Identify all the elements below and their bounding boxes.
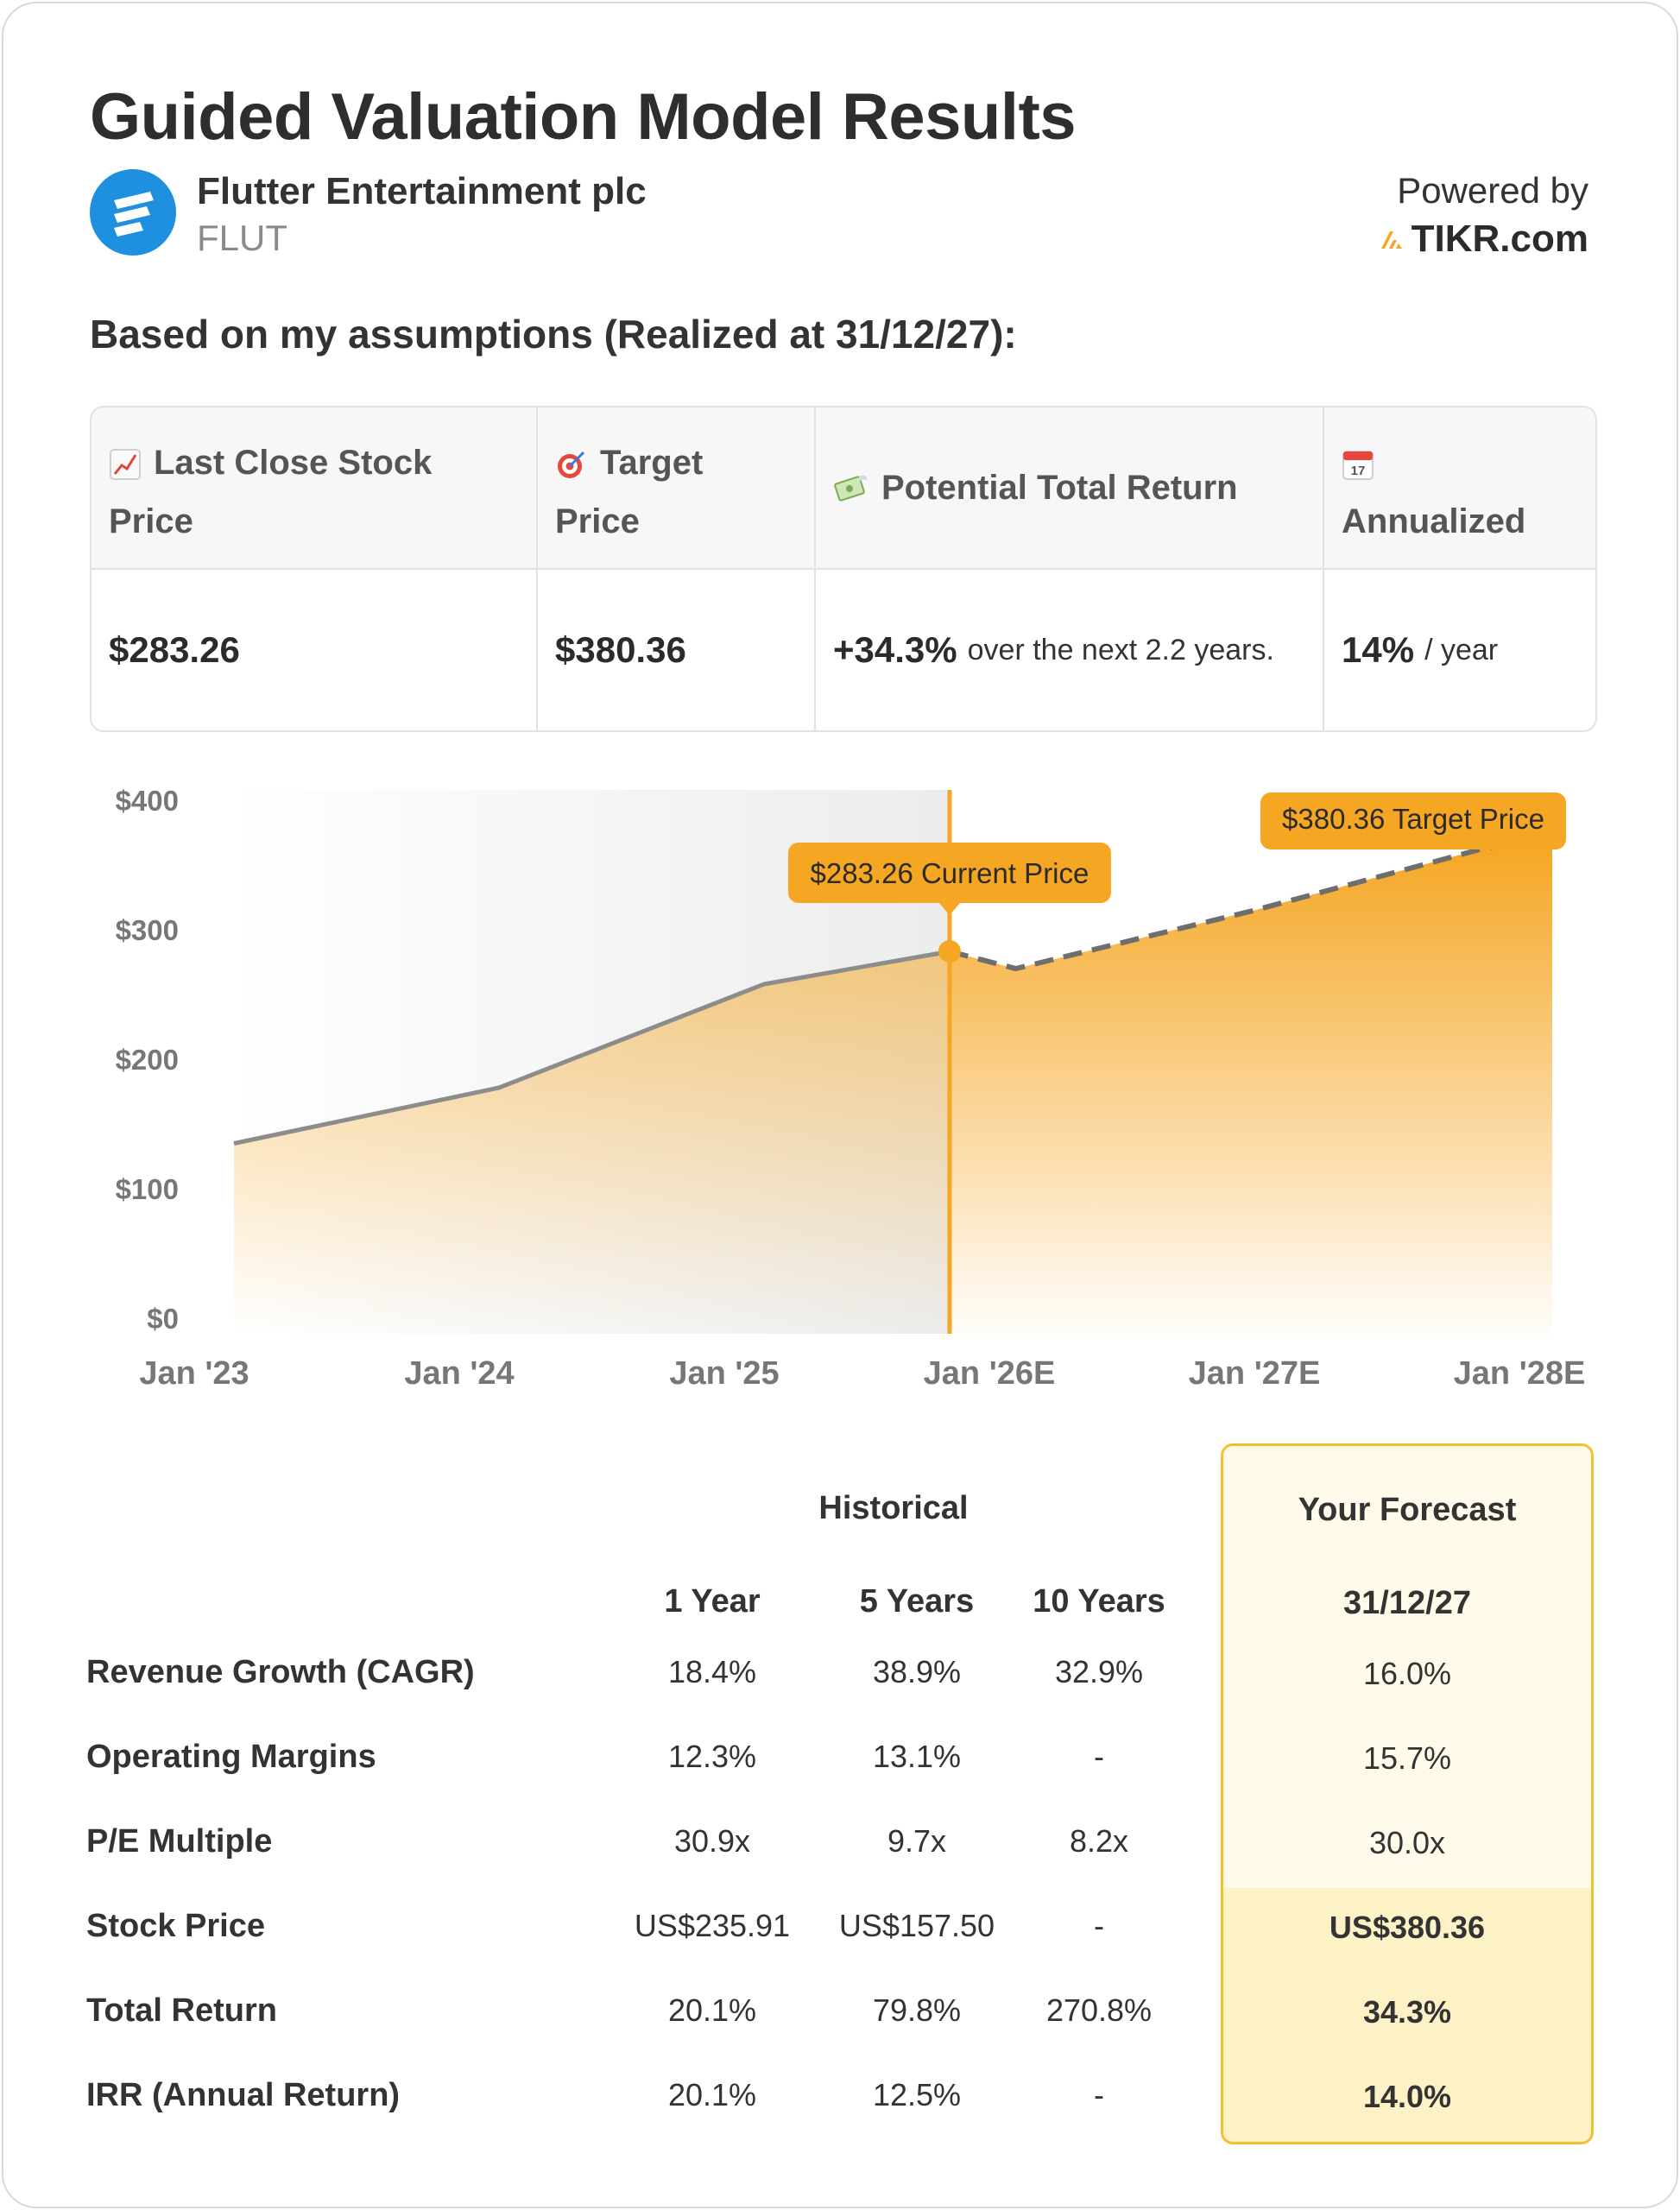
powered-by-label: Powered by xyxy=(1397,170,1588,211)
target-icon xyxy=(558,451,585,479)
last-close-value: $283.26 xyxy=(109,629,240,670)
table-cell: 38.9% xyxy=(872,1654,962,1689)
forecast-header: Your Forecast xyxy=(1298,1492,1517,1528)
assumptions-subtitle: Based on my assumptions (Realized at 31/… xyxy=(90,312,1017,357)
table-cell: US$235.91 xyxy=(634,1908,791,1943)
x-tick-label: Jan '26E xyxy=(924,1355,1056,1392)
total-return-value: +34.3% xyxy=(833,629,957,670)
company-name: Flutter Entertainment plc xyxy=(197,170,647,212)
x-tick-label: Jan '28E xyxy=(1454,1355,1586,1392)
calendar-icon: 17 xyxy=(1342,451,1374,481)
table-cell: 8.2x xyxy=(1069,1823,1129,1859)
table-cell: 13.1% xyxy=(872,1739,962,1774)
x-tick-label: Jan '27E xyxy=(1189,1355,1321,1392)
tikr-brand[interactable]: TIKR.com xyxy=(1379,218,1588,261)
table-cell: - xyxy=(1094,1908,1104,1943)
x-tick-label: Jan '25 xyxy=(669,1355,779,1392)
metric-annualized: 17 Annualized 14% / year xyxy=(1324,407,1595,730)
total-return-label: Potential Total Return xyxy=(881,469,1238,507)
table-cell: - xyxy=(1094,1739,1104,1774)
row-label: Total Return xyxy=(86,1992,277,2029)
current-price-tag xyxy=(787,843,1111,903)
table-cell: - xyxy=(1094,2077,1104,2112)
table-cell: US$157.50 xyxy=(838,1908,995,1943)
historical-header: Historical xyxy=(818,1490,969,1526)
forecast-date-header: 31/12/27 xyxy=(1343,1585,1471,1621)
historical-area xyxy=(234,951,950,1334)
table-cell: 20.1% xyxy=(667,1992,757,2028)
target-value: $380.36 xyxy=(555,629,686,670)
total-return-suffix: over the next 2.2 years. xyxy=(967,633,1274,666)
annualized-value: 14% xyxy=(1342,629,1415,670)
y-tick-label: $0 xyxy=(147,1303,179,1335)
row-label: Stock Price xyxy=(86,1908,265,1944)
y-tick-label: $100 xyxy=(116,1173,179,1205)
metric-total-return: Potential Total Return +34.3% over the n… xyxy=(816,407,1324,730)
metric-last-close: Last Close Stock Price $283.26 xyxy=(92,407,538,730)
company-logo-icon xyxy=(90,169,176,256)
table-cell: 12.5% xyxy=(872,2077,962,2112)
page-title: Guided Valuation Model Results xyxy=(90,80,1077,154)
calendar-icon-day: 17 xyxy=(1351,464,1366,478)
forecast-cell: 30.0x xyxy=(1368,1825,1446,1860)
historical-price-line xyxy=(233,949,951,1146)
column-header: 5 Years xyxy=(859,1583,975,1620)
annualized-suffix: / year xyxy=(1424,633,1499,666)
target-label-1: Target xyxy=(600,444,704,482)
price-chart: $0 $100 $200 $300 $400 Jan '23 Jan '24 Jan '25 J… xyxy=(116,785,1586,1392)
target-price-tag xyxy=(1260,792,1566,849)
last-close-label-1: Last Close Stock xyxy=(154,444,433,482)
forecast-area xyxy=(949,842,1552,1334)
current-price-label: $283.26 Current Price xyxy=(811,857,1089,889)
table-cell: 79.8% xyxy=(872,1992,962,2028)
table-cell: 9.7x xyxy=(887,1823,947,1859)
chart-increasing-icon xyxy=(110,449,141,481)
table-cell: 20.1% xyxy=(667,2077,757,2112)
row-label: IRR (Annual Return) xyxy=(86,2077,401,2113)
forecast-cell: US$380.36 xyxy=(1329,1910,1486,1945)
table-cell: 18.4% xyxy=(667,1654,757,1689)
ticker-symbol: FLUT xyxy=(197,218,287,258)
row-label: P/E Multiple xyxy=(86,1823,273,1860)
forecast-cell: 14.0% xyxy=(1362,2079,1452,2114)
y-tick-label: $200 xyxy=(116,1044,179,1076)
y-tick-label: $300 xyxy=(116,914,179,946)
metrics-summary: Last Close Stock Price $283.26 Target Pr… xyxy=(90,406,1597,732)
column-header: 1 Year xyxy=(664,1583,761,1620)
row-label: Revenue Growth (CAGR) xyxy=(86,1654,475,1690)
table-cell: 12.3% xyxy=(667,1739,757,1774)
last-close-label-2: Price xyxy=(109,502,193,540)
column-header: 10 Years xyxy=(1033,1583,1165,1620)
money-wings-icon xyxy=(834,475,868,502)
x-tick-label: Jan '24 xyxy=(404,1355,514,1392)
x-tick-label: Jan '23 xyxy=(139,1355,249,1392)
annualized-label: Annualized xyxy=(1342,502,1526,540)
y-tick-label: $400 xyxy=(116,785,179,817)
metric-target: Target Price $380.36 xyxy=(538,407,816,730)
table-cell: 32.9% xyxy=(1054,1654,1144,1689)
row-label: Operating Margins xyxy=(86,1739,376,1775)
table-cell: 30.9x xyxy=(673,1823,751,1859)
forecast-cell: 16.0% xyxy=(1362,1656,1452,1691)
forecast-cell: 34.3% xyxy=(1362,1994,1452,2030)
tikr-brand-text: TIKR.com xyxy=(1411,218,1588,260)
current-price-point xyxy=(938,940,961,963)
target-price-label: $380.36 Target Price xyxy=(1282,803,1544,835)
forecast-panel xyxy=(1221,1443,1594,2144)
current-price-tag-pointer xyxy=(938,903,960,915)
tikr-logo-icon xyxy=(1380,231,1402,249)
target-label-2: Price xyxy=(555,502,640,540)
table-cell: 270.8% xyxy=(1045,1992,1153,2028)
forecast-cell: 15.7% xyxy=(1362,1740,1452,1776)
